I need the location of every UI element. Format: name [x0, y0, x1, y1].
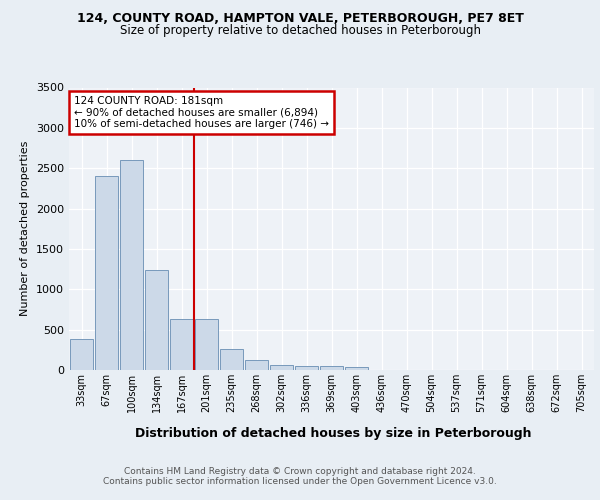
Bar — [245, 360, 268, 370]
Text: Distribution of detached houses by size in Peterborough: Distribution of detached houses by size … — [135, 428, 531, 440]
Text: Contains public sector information licensed under the Open Government Licence v3: Contains public sector information licen… — [103, 477, 497, 486]
Bar — [220, 349, 244, 370]
Bar — [95, 176, 118, 370]
Bar — [295, 366, 319, 370]
Bar — [119, 160, 143, 370]
Bar — [344, 367, 368, 370]
Text: Contains HM Land Registry data © Crown copyright and database right 2024.: Contains HM Land Registry data © Crown c… — [124, 467, 476, 476]
Text: 124, COUNTY ROAD, HAMPTON VALE, PETERBOROUGH, PE7 8ET: 124, COUNTY ROAD, HAMPTON VALE, PETERBOR… — [77, 12, 523, 26]
Bar — [145, 270, 169, 370]
Bar — [320, 366, 343, 370]
Bar — [194, 319, 218, 370]
Bar — [70, 338, 94, 370]
Text: 124 COUNTY ROAD: 181sqm
← 90% of detached houses are smaller (6,894)
10% of semi: 124 COUNTY ROAD: 181sqm ← 90% of detache… — [74, 96, 329, 129]
Bar — [170, 319, 193, 370]
Bar — [269, 365, 293, 370]
Y-axis label: Number of detached properties: Number of detached properties — [20, 141, 31, 316]
Text: Size of property relative to detached houses in Peterborough: Size of property relative to detached ho… — [119, 24, 481, 37]
